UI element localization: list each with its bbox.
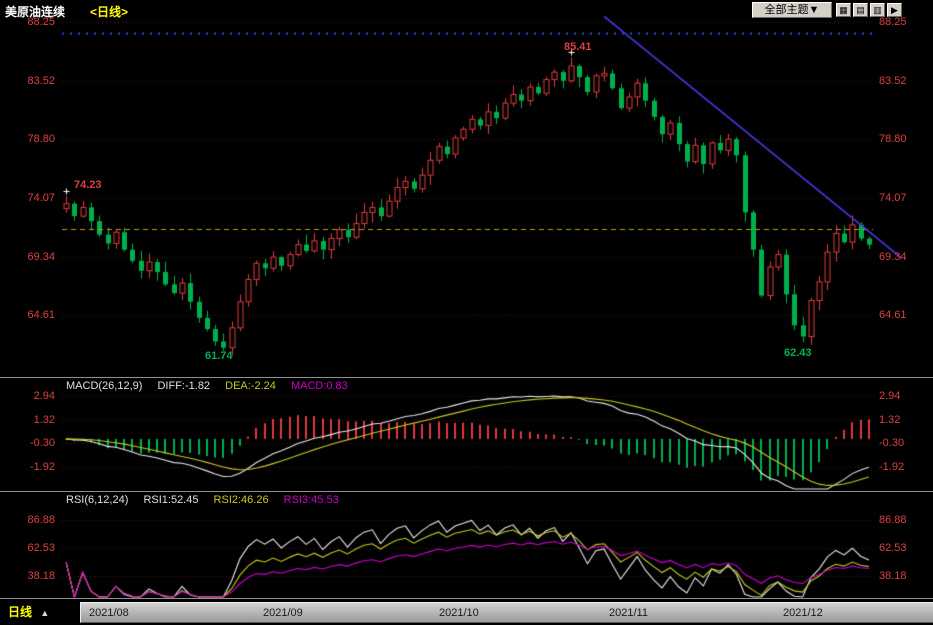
month-label: 2021/11	[609, 607, 648, 619]
axis-label: 88.25	[27, 15, 55, 28]
axis-label: -0.30	[879, 437, 905, 450]
axis-label: -1.92	[879, 460, 905, 473]
rsi-header: RSI(6,12,24) RSI1:52.45 RSI2:46.26 RSI3:…	[66, 494, 351, 506]
panel-divider	[0, 377, 933, 378]
period-tag: <日线>	[90, 5, 129, 19]
axis-label: 62.53	[27, 541, 55, 554]
price-annotation-second-low: 62.43	[784, 347, 812, 359]
price-annotation-first-high: 74.23	[74, 179, 102, 191]
macd-dea-value: DEA:-2.24	[225, 380, 276, 392]
month-label: 2021/12	[783, 607, 823, 619]
period-up-arrow-icon: ▲	[40, 608, 50, 618]
macd-params-label: MACD(26,12,9)	[66, 380, 143, 392]
rsi3-value: RSI3:45.53	[283, 494, 339, 506]
axis-label: 78.80	[27, 133, 55, 146]
axis-label: -0.30	[29, 437, 55, 450]
theme-dropdown[interactable]: 全部主题▼	[752, 2, 832, 18]
layout-grid-icon[interactable]: ▦	[836, 3, 851, 17]
rsi1-value: RSI1:52.45	[143, 494, 199, 506]
next-page-icon[interactable]: ▶	[887, 3, 902, 17]
instrument-title: 美原油连续	[5, 5, 66, 19]
axis-label: 38.18	[27, 569, 55, 582]
axis-label: 83.52	[879, 74, 907, 87]
bottom-bar: 日线 ▲ 2021/08 2021/09 2021/10 2021/11 202…	[0, 600, 933, 625]
macd-bar-value: MACD:0.83	[290, 380, 348, 392]
axis-label: 64.61	[879, 309, 907, 322]
panel-divider	[0, 598, 933, 599]
axis-label: 1.32	[33, 413, 55, 426]
right-axis: 88.25 83.52 78.80 74.07 69.34 64.61 2.94 1.32 -0…	[877, 0, 931, 625]
axis-label: 88.25	[879, 15, 907, 28]
period-selector[interactable]: 日线 ▲	[0, 600, 80, 625]
axis-label: 78.80	[879, 133, 907, 146]
rsi-params-label: RSI(6,12,24)	[66, 494, 129, 506]
axis-label: 2.94	[33, 389, 55, 402]
axis-label: 86.88	[879, 513, 907, 526]
axis-label: 1.32	[879, 413, 901, 426]
axis-label: 69.34	[879, 250, 907, 263]
rsi2-value: RSI2:46.26	[213, 494, 269, 506]
axis-label: 64.61	[27, 309, 55, 322]
axis-label: 38.18	[879, 569, 907, 582]
axis-label: 86.88	[27, 513, 55, 526]
price-annotation-high: 85.41	[564, 41, 592, 53]
macd-diff-value: DIFF:-1.82	[157, 380, 211, 392]
top-bar: 美原油连续 <日线> 全部主题▼ ▦ ▤ ▥ ▶	[0, 0, 933, 20]
price-annotation-low: 61.74	[205, 350, 233, 362]
panel-divider	[0, 491, 933, 492]
layout-rows-icon[interactable]: ▤	[853, 3, 868, 17]
axis-label: 83.52	[27, 74, 55, 87]
axis-label: 69.34	[27, 250, 55, 263]
month-label: 2021/10	[439, 607, 479, 619]
macd-header: MACD(26,12,9) DIFF:-1.82 DEA:-2.24 MACD:…	[66, 380, 360, 392]
month-label: 2021/09	[263, 607, 303, 619]
month-label: 2021/08	[89, 607, 129, 619]
axis-label: 74.07	[879, 191, 907, 204]
axis-label: 2.94	[879, 389, 901, 402]
time-axis-strip[interactable]: 2021/08 2021/09 2021/10 2021/11 2021/12	[80, 602, 933, 623]
axis-label: 62.53	[879, 541, 907, 554]
axis-label: 74.07	[27, 191, 55, 204]
period-label: 日线	[8, 605, 33, 619]
left-axis: 88.25 83.52 78.80 74.07 69.34 64.61 2.94 1.32 -0…	[0, 0, 58, 625]
axis-label: -1.92	[29, 460, 55, 473]
layout-columns-icon[interactable]: ▥	[870, 3, 885, 17]
